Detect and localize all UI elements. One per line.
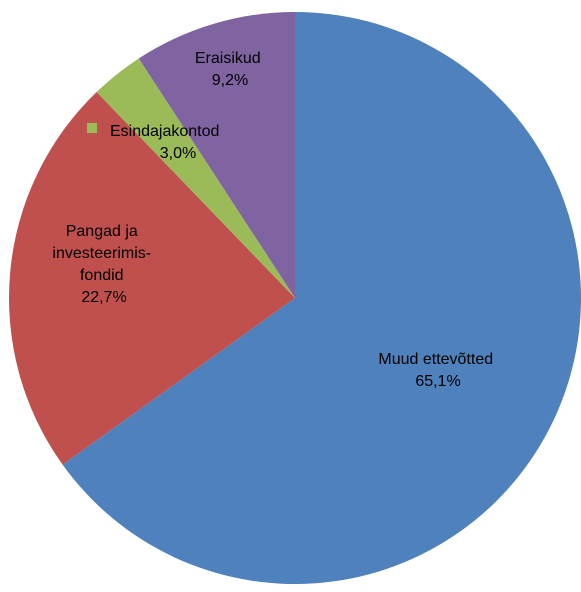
slice-value-label: 22,7% xyxy=(81,289,126,306)
pie-slice-0 xyxy=(62,12,581,584)
slice-category-label: Esindajakontod xyxy=(110,123,219,140)
slice-legend-key-esindajakontod xyxy=(87,123,97,133)
pie-slice-1 xyxy=(9,91,296,465)
slice-category-label-line-2: investeerimis- xyxy=(52,245,151,262)
slice-category-label-line-1: Pangad ja xyxy=(66,223,138,240)
pie-slice-2 xyxy=(96,58,296,298)
slice-value-label: 65,1% xyxy=(415,373,460,390)
slice-value-label: 3,0% xyxy=(160,145,196,162)
slice-label-esindajakontod: Esindajakontod 3,0% xyxy=(110,123,224,162)
slice-value-label: 9,2% xyxy=(212,72,248,89)
slice-category-label-line-3: fondid xyxy=(80,267,124,284)
slice-category-label: Muud ettevõtted xyxy=(378,351,493,368)
slice-label-pangad: Pangad ja investeerimis- fondid 22,7% xyxy=(52,223,155,306)
slice-category-label: Eraisikud xyxy=(195,50,261,67)
pie-slices xyxy=(9,12,581,584)
slice-label-muud-ettevotted: Muud ettevõtted 65,1% xyxy=(378,351,497,390)
pie-slice-3 xyxy=(138,12,295,298)
slice-label-eraisikud: Eraisikud 9,2% xyxy=(195,50,265,89)
